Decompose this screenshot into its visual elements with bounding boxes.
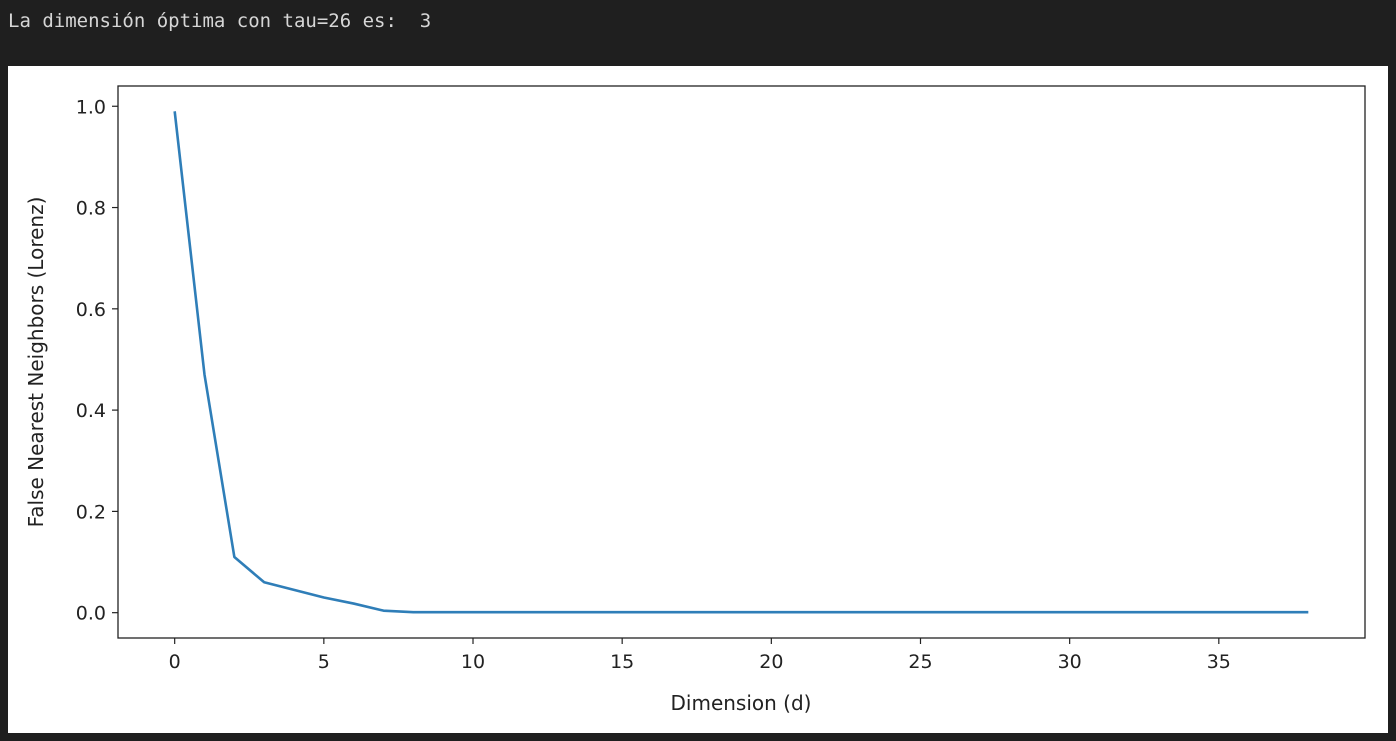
x-tick-label: 15	[610, 651, 634, 673]
x-tick-label: 20	[759, 651, 783, 673]
y-tick-label: 0.4	[76, 400, 106, 422]
cell-output-text: La dimensión óptima con tau=26 es: 3	[8, 10, 432, 32]
line-chart: 0 5 10 15 20 25 30 35 0.0 0.2 0.4 0.6 0.8 1.0 Dimens…	[24, 85, 1366, 715]
y-tick-label: 0.6	[76, 299, 106, 321]
x-axis-label: Dimension (d)	[671, 691, 812, 715]
y-tick-label: 0.0	[76, 603, 106, 625]
y-tick-label: 1.0	[76, 96, 106, 118]
x-tick-label: 10	[461, 651, 485, 673]
x-tick-label: 0	[169, 651, 181, 673]
y-tick-label: 0.8	[76, 198, 106, 220]
y-tick-label: 0.2	[76, 501, 106, 523]
x-tick-label: 30	[1058, 651, 1082, 673]
x-tick-label: 35	[1207, 651, 1231, 673]
chart-figure: 0 5 10 15 20 25 30 35 0.0 0.2 0.4 0.6 0.8 1.0 Dimens…	[8, 66, 1388, 733]
series-line-0	[173, 111, 1309, 614]
x-tick-label: 25	[908, 651, 932, 673]
x-axis: 0 5 10 15 20 25 30 35	[169, 638, 1231, 673]
x-tick-label: 5	[318, 651, 330, 673]
y-axis-label: False Nearest Neighbors (Lorenz)	[24, 197, 48, 528]
y-axis: 0.0 0.2 0.4 0.6 0.8 1.0	[76, 96, 118, 625]
plot-frame	[117, 85, 1366, 639]
